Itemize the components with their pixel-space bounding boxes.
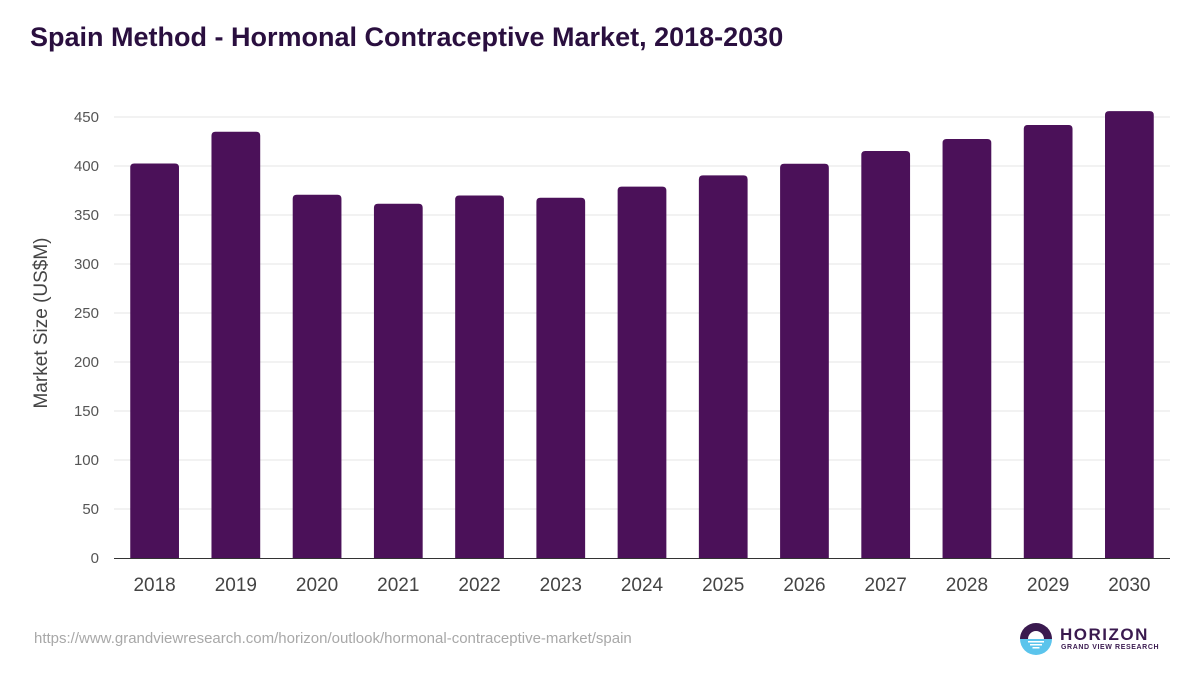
x-tick-label: 2028 <box>946 575 988 596</box>
bar-2025 <box>698 175 748 558</box>
x-tick-label: 2022 <box>458 575 500 596</box>
x-tick-label: 2018 <box>133 575 175 596</box>
bar-2019 <box>211 131 261 558</box>
bar-2022 <box>455 195 504 559</box>
x-tick-label: 2023 <box>540 575 582 596</box>
source-url[interactable]: https://www.grandviewresearch.com/horizo… <box>34 630 632 647</box>
x-tick-label: 2027 <box>865 575 907 596</box>
bar-2028 <box>942 138 992 558</box>
y-tick-label: 250 <box>74 305 99 322</box>
y-tick-label: 200 <box>74 354 99 371</box>
x-axis-ticks: 2018 2019 2020 2021 2022 2023 2024 2025 2026 2027… <box>133 575 1150 596</box>
x-tick-label: 2020 <box>296 575 338 596</box>
y-tick-label: 50 <box>82 501 99 518</box>
y-axis-label: Market Size (US$M) <box>31 237 52 408</box>
chart-title: Spain Method - Hormonal Contraceptive Ma… <box>30 22 784 52</box>
x-tick-label: 2029 <box>1027 575 1069 596</box>
y-tick-label: 150 <box>74 403 99 420</box>
y-tick-label: 350 <box>74 207 99 224</box>
x-tick-label: 2030 <box>1108 575 1150 596</box>
bars <box>130 111 1154 559</box>
bar-2021 <box>373 203 423 559</box>
x-tick-label: 2025 <box>702 575 744 596</box>
bar-2029 <box>1023 125 1073 558</box>
x-tick-label: 2021 <box>377 575 419 596</box>
bar-2027 <box>861 151 911 559</box>
logo-subtitle: GRAND VIEW RESEARCH <box>1061 644 1160 651</box>
bar-2026 <box>780 163 829 558</box>
logo-name: HORIZON <box>1060 625 1149 644</box>
y-tick-label: 400 <box>74 158 99 175</box>
y-tick-label: 450 <box>74 109 99 126</box>
x-tick-label: 2019 <box>215 575 257 596</box>
bar-2024 <box>617 186 667 559</box>
y-tick-label: 100 <box>74 452 99 469</box>
bar-2020 <box>292 194 342 559</box>
y-tick-label: 300 <box>74 256 99 273</box>
x-tick-label: 2026 <box>783 575 825 596</box>
horizon-logo[interactable]: HORIZON GRAND VIEW RESEARCH <box>1019 622 1159 658</box>
bar-2023 <box>536 197 586 558</box>
x-tick-label: 2024 <box>621 575 664 596</box>
bar-2018 <box>130 163 179 558</box>
y-axis-ticks: 0 50 100 150 200 250 300 350 400 450 <box>74 109 99 567</box>
bar-2030 <box>1105 111 1154 559</box>
y-tick-label: 0 <box>91 550 99 567</box>
horizon-logo-icon <box>1020 623 1052 655</box>
